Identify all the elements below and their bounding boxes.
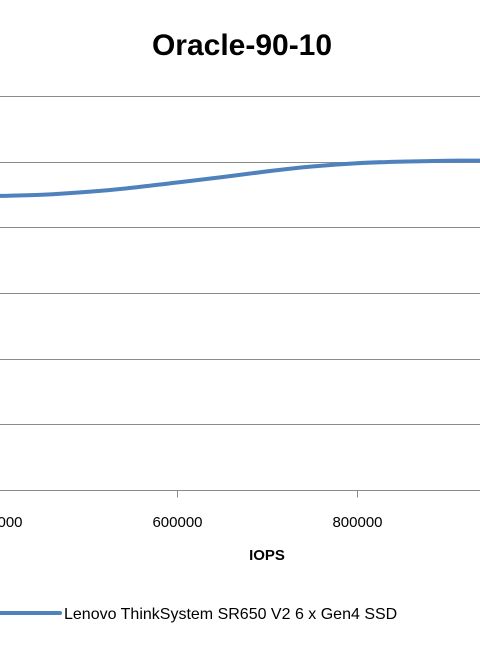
series-layer — [0, 158, 480, 198]
x-tick-label: 800000 — [332, 514, 382, 531]
x-axis: 400000 600000 800000 — [0, 490, 480, 531]
gridlines — [0, 96, 480, 425]
chart-title: Oracle-90-10 — [152, 29, 332, 62]
legend-label: Lenovo ThinkSystem SR650 V2 6 x Gen4 SSD — [64, 606, 397, 623]
x-tick-label: 400000 — [0, 514, 23, 531]
legend: Lenovo ThinkSystem SR650 V2 6 x Gen4 SSD — [0, 606, 397, 623]
x-axis-title: IOPS — [249, 547, 285, 564]
x-tick-label: 600000 — [152, 514, 202, 531]
series-line — [0, 158, 480, 198]
